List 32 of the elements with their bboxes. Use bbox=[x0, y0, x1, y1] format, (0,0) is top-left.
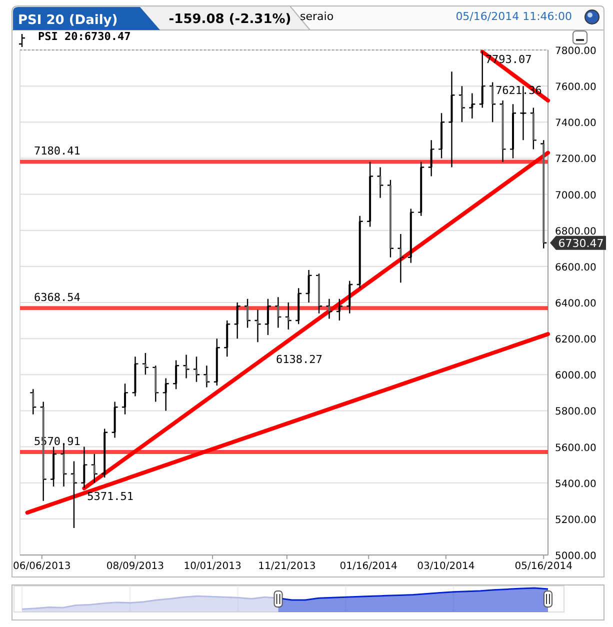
y-tick-label: 7000.00 bbox=[555, 190, 596, 202]
annotation: 6138.27 bbox=[276, 353, 322, 366]
y-tick-label: 6800.00 bbox=[555, 226, 596, 238]
y-tick-label: 5000.00 bbox=[555, 551, 596, 562]
x-tick-label: 05/16/2014 bbox=[514, 561, 572, 572]
ref-line-label: 6368.54 bbox=[34, 291, 81, 304]
y-tick-label: 5200.00 bbox=[555, 514, 596, 526]
x-tick-label: 10/01/2013 bbox=[184, 561, 242, 572]
x-tick-label: 01/16/2014 bbox=[340, 561, 398, 572]
y-tick-label: 7800.00 bbox=[555, 46, 596, 57]
y-tick-label: 6200.00 bbox=[555, 334, 596, 346]
y-tick-label: 5400.00 bbox=[555, 478, 596, 490]
x-tick-label: 06/06/2013 bbox=[13, 561, 71, 572]
y-tick-label: 7400.00 bbox=[555, 118, 596, 130]
y-tick-label: 6000.00 bbox=[555, 370, 596, 382]
y-tick-label: 6600.00 bbox=[555, 262, 596, 274]
y-tick-label: 5600.00 bbox=[555, 442, 596, 454]
y-tick-label: 7600.00 bbox=[555, 82, 596, 94]
x-tick-label: 03/10/2014 bbox=[417, 561, 475, 572]
ref-line-label: 7180.41 bbox=[34, 144, 80, 158]
text: 05/16/2014 11:46:00 bbox=[456, 10, 572, 23]
y-tick-label: 5800.00 bbox=[555, 406, 596, 418]
annotation: 5371.51 bbox=[87, 490, 134, 503]
chart-title: PSI 20 (Daily) bbox=[18, 13, 118, 28]
y-tick-label: 7200.00 bbox=[555, 154, 596, 166]
annotation: 6730.47 bbox=[558, 236, 604, 250]
x-tick-label: 08/09/2013 bbox=[106, 561, 164, 572]
text: PSI 20:6730.47 bbox=[38, 30, 131, 43]
text: seraio bbox=[300, 10, 334, 23]
y-tick-label: 6400.00 bbox=[555, 298, 596, 310]
chart-subtitle: -159.08 (-2.31%) bbox=[168, 12, 292, 27]
x-tick-label: 11/21/2013 bbox=[258, 561, 316, 572]
